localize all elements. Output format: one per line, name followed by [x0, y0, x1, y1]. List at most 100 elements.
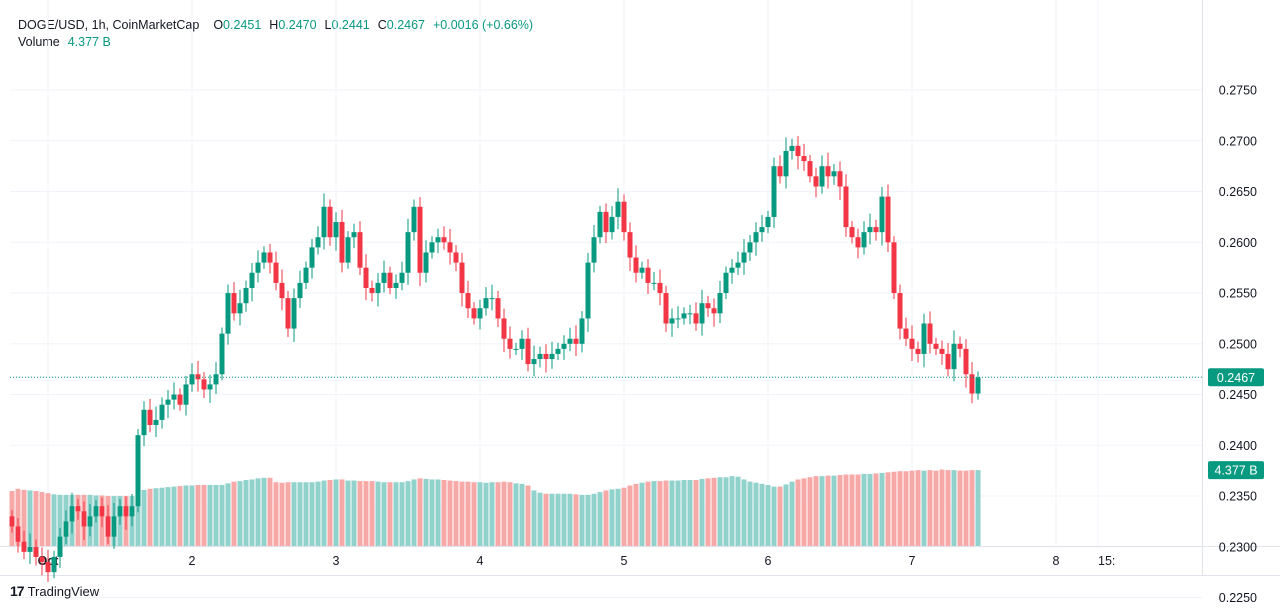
- y-tick-label: 0.2450: [1219, 388, 1257, 402]
- candle-body: [729, 267, 735, 273]
- candle-body: [411, 206, 417, 233]
- x-tick-label: 2: [189, 554, 196, 568]
- candle-body: [417, 206, 423, 273]
- candle-body: [597, 211, 603, 238]
- volume-bar: [189, 485, 195, 546]
- tradingview-brand-text: TradingView: [27, 583, 100, 599]
- candle-body: [753, 232, 759, 243]
- volume-bar: [819, 476, 825, 546]
- tradingview-branding[interactable]: 17 TradingView: [10, 583, 99, 599]
- candle-body: [21, 541, 27, 552]
- volume-bar: [825, 475, 831, 546]
- candle-body: [825, 166, 831, 177]
- volume-bar: [909, 470, 915, 546]
- candle-body: [663, 293, 669, 324]
- candle-body: [903, 328, 909, 339]
- volume-bar: [573, 494, 579, 546]
- candle-body: [93, 506, 99, 517]
- candle-body: [957, 343, 963, 349]
- candle-body: [135, 435, 141, 507]
- volume-bar: [747, 481, 753, 546]
- volume-bar: [459, 481, 465, 546]
- tradingview-logo-icon: 17: [10, 583, 25, 599]
- volume-bar: [453, 481, 459, 546]
- volume-bar: [711, 477, 717, 546]
- candle-body: [423, 252, 429, 273]
- volume-bar: [585, 494, 591, 546]
- volume-bar: [417, 478, 423, 546]
- volume-bar: [351, 480, 357, 546]
- volume-bar: [285, 482, 291, 546]
- volume-bar: [369, 481, 375, 546]
- volume-bar: [681, 480, 687, 546]
- chart-legend: DOGE/USD, 1h, CoinMarketCap O 0.2451 H 0.2…: [18, 17, 533, 51]
- volume-value: 4.377 B: [67, 35, 111, 49]
- volume-bar: [201, 484, 207, 546]
- volume-bar: [231, 481, 237, 546]
- volume-bar: [645, 481, 651, 546]
- volume-bar: [33, 491, 39, 546]
- volume-bar: [339, 479, 345, 546]
- candle-body: [591, 237, 597, 263]
- candle-body: [933, 343, 939, 349]
- candle-body: [969, 374, 975, 394]
- candle-body: [519, 338, 525, 349]
- volume-bar: [939, 469, 945, 546]
- y-tick-label: 0.2350: [1219, 490, 1257, 504]
- candle-body: [351, 232, 357, 238]
- volume-bar: [321, 480, 327, 546]
- candle-body: [267, 252, 273, 263]
- volume-bar: [807, 477, 813, 546]
- candle-body: [429, 242, 435, 253]
- candle-body: [99, 506, 105, 517]
- volume-bar: [429, 479, 435, 546]
- candle-body: [615, 201, 621, 217]
- y-tick-label: 0.2500: [1219, 337, 1257, 351]
- candle-body: [645, 267, 651, 283]
- candle-body: [261, 252, 267, 263]
- volume-bar: [729, 476, 735, 546]
- candle-body: [111, 516, 117, 537]
- volume-bar: [291, 482, 297, 546]
- candle-body: [333, 222, 339, 238]
- volume-bar: [441, 480, 447, 546]
- volume-bar: [951, 470, 957, 546]
- volume-bar: [531, 490, 537, 546]
- volume-bar: [27, 490, 33, 546]
- volume-label[interactable]: Volume: [18, 35, 60, 49]
- candle-body: [339, 222, 345, 263]
- volume-bar: [663, 480, 669, 546]
- candle-body: [399, 272, 405, 283]
- candle-body: [9, 516, 15, 527]
- candle-body: [603, 211, 609, 233]
- volume-bar: [243, 480, 249, 546]
- candle-body: [687, 313, 693, 315]
- volume-bar: [597, 492, 603, 546]
- candle-body: [435, 237, 441, 243]
- volume-bar: [621, 487, 627, 546]
- candle-body: [15, 526, 21, 542]
- candle-body: [813, 176, 819, 187]
- candle-body: [579, 318, 585, 344]
- candle-body: [633, 257, 639, 273]
- candle-body: [405, 232, 411, 273]
- volume-bar: [963, 470, 969, 546]
- volume-bar: [171, 486, 177, 546]
- candle-body: [123, 506, 129, 517]
- candle-body: [609, 216, 615, 233]
- x-tick-label: 8: [1053, 554, 1060, 568]
- candle-body: [531, 359, 537, 365]
- symbol-title[interactable]: DOGE/USD, 1h, CoinMarketCap: [18, 18, 200, 32]
- candle-body: [525, 338, 531, 365]
- candle-body: [219, 333, 225, 375]
- candle-body: [363, 267, 369, 288]
- volume-bar: [147, 488, 153, 546]
- candle-body: [549, 353, 555, 360]
- volume-bar: [687, 480, 693, 546]
- candle-body: [873, 227, 879, 233]
- volume-bar: [423, 478, 429, 546]
- volume-bar: [813, 476, 819, 546]
- candle-body: [477, 308, 483, 319]
- candle-body: [831, 171, 837, 177]
